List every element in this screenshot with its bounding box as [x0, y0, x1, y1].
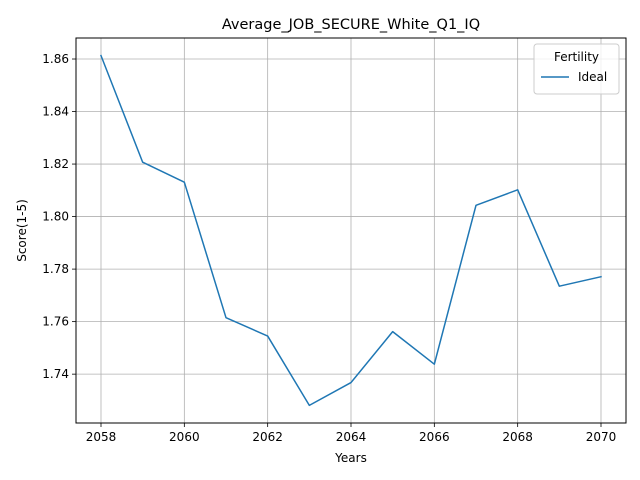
- x-tick-label: 2066: [419, 430, 450, 444]
- y-tick-label: 1.76: [42, 315, 69, 329]
- y-axis-label: Score(1-5): [15, 199, 29, 262]
- x-axis-label: Years: [334, 451, 367, 465]
- legend-title: Fertility: [554, 50, 599, 64]
- legend: Fertility Ideal: [533, 43, 620, 95]
- x-tick-label: 2064: [336, 430, 367, 444]
- x-tick-label: 2058: [86, 430, 117, 444]
- y-tick-label: 1.74: [42, 367, 69, 381]
- y-axis-ticks: 1.74 1.76 1.78 1.80 1.82 1.84 1.86: [42, 52, 76, 381]
- chart-title: Average_JOB_SECURE_White_Q1_IQ: [222, 17, 480, 33]
- y-tick-label: 1.86: [42, 52, 69, 66]
- series-layer: [100, 54, 602, 407]
- y-tick-label: 1.80: [42, 210, 69, 224]
- x-axis-ticks: 2058 2060 2062 2064 2066 2068 2070: [86, 423, 617, 444]
- y-tick-label: 1.78: [42, 262, 69, 276]
- grid: [76, 38, 626, 423]
- series-line-ideal: [100, 54, 602, 407]
- x-tick-label: 2070: [586, 430, 617, 444]
- x-tick-label: 2060: [169, 430, 200, 444]
- y-tick-label: 1.82: [42, 157, 69, 171]
- x-tick-label: 2068: [502, 430, 533, 444]
- x-tick-label: 2062: [252, 430, 283, 444]
- y-tick-label: 1.84: [42, 105, 69, 119]
- legend-box: [533, 43, 620, 95]
- legend-entry-ideal: Ideal: [578, 70, 607, 84]
